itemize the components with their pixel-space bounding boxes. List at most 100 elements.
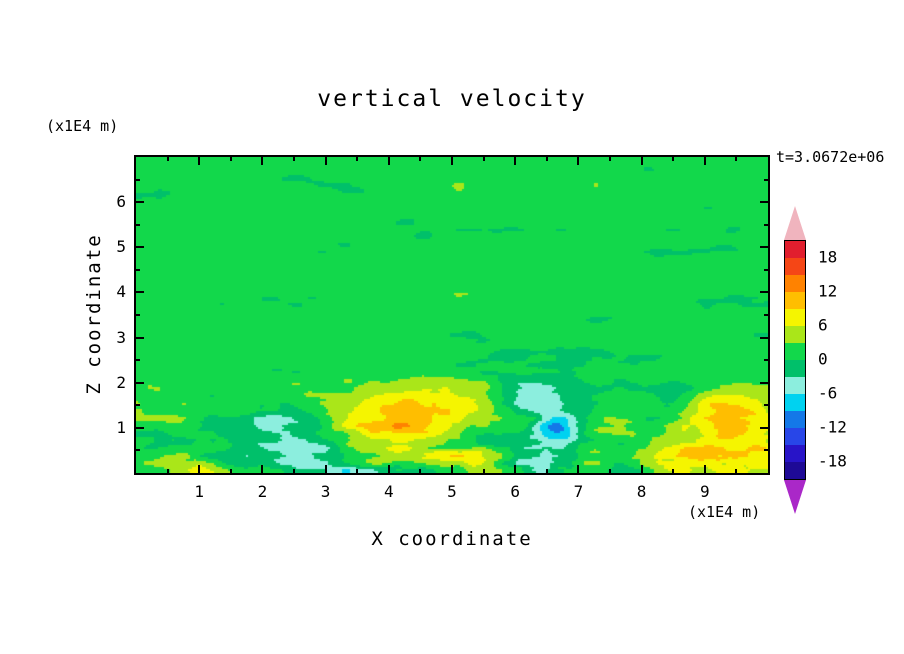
y-axis-tick — [764, 178, 768, 181]
y-tick-label: 2 — [116, 372, 126, 392]
x-axis-tick — [419, 469, 422, 473]
contour-field-canvas — [136, 157, 768, 473]
x-axis-tick — [451, 465, 453, 473]
y-axis-tick — [136, 449, 140, 452]
y-tick-label: 1 — [116, 417, 126, 437]
x-axis-tick — [198, 465, 201, 473]
x-axis-tick — [356, 469, 359, 473]
x-axis-tick — [545, 157, 548, 161]
plot-title: vertical velocity — [317, 86, 587, 112]
x-axis-tick — [514, 157, 517, 165]
colorbar-segment — [785, 326, 805, 343]
colorbar-arrow-up-icon — [784, 206, 806, 240]
x-axis-tick — [166, 469, 169, 473]
colorbar-segment — [785, 377, 805, 394]
x-axis-tick — [324, 465, 327, 473]
colorbar-arrow-down-icon — [784, 480, 806, 514]
colorbar-segment — [785, 292, 805, 309]
y-axis-tick — [764, 314, 768, 316]
x-axis-tick — [261, 465, 264, 473]
x-tick-label: 3 — [320, 482, 331, 501]
y-axis-tick — [764, 359, 768, 362]
y-axis-tick — [136, 314, 140, 316]
time-label: t=3.0672e+06 — [776, 148, 885, 166]
x-axis-tick — [577, 465, 580, 473]
y-axis-tick — [760, 291, 768, 294]
x-axis-tick — [324, 157, 327, 165]
y-axis-tick — [764, 404, 768, 407]
y-axis-tick — [760, 246, 768, 249]
y-axis-tick — [136, 268, 140, 271]
x-axis-tick — [672, 469, 675, 473]
x-tick-label: 5 — [447, 482, 457, 501]
y-axis-tick — [760, 336, 768, 339]
x-tick-label: 2 — [257, 482, 268, 501]
colorbar-segments — [784, 240, 806, 480]
x-axis-tick — [198, 157, 201, 165]
x-axis-tick — [261, 157, 264, 165]
y-tick-label: 3 — [116, 327, 126, 347]
colorbar-segment — [785, 394, 805, 411]
x-axis-tick — [640, 157, 643, 165]
y-axis-tick — [764, 449, 768, 452]
y-axis-tick — [760, 426, 768, 429]
x-axis-tick — [293, 469, 295, 473]
colorbar-segment — [785, 343, 805, 360]
x-axis-tick — [387, 465, 390, 473]
colorbar-tick-label: 12 — [818, 281, 838, 301]
x-axis-tick — [577, 157, 580, 165]
colorbar-tick-label: 6 — [818, 315, 828, 335]
x-axis-tick — [545, 469, 548, 473]
colorbar-segment — [785, 241, 805, 258]
y-axis-tick — [136, 336, 144, 339]
x-axis-tick — [482, 469, 485, 473]
y-axis-tick — [136, 223, 140, 226]
x-axis-tick — [703, 157, 706, 165]
x-axis-label: X coordinate — [371, 528, 533, 550]
x-tick-label: 8 — [636, 482, 647, 501]
colorbar-segment — [785, 462, 805, 479]
y-axis-label: Z coordinate — [83, 233, 105, 395]
x-tick-label: 9 — [699, 482, 710, 501]
y-axis-tick — [764, 268, 768, 271]
colorbar-segment — [785, 445, 805, 462]
x-axis-tick — [672, 157, 675, 161]
colorbar-tick-label: -18 — [818, 451, 847, 471]
y-tick-label: 5 — [116, 237, 126, 257]
x-axis-tick — [419, 157, 422, 161]
x-axis-tick — [229, 469, 232, 473]
x-tick-label: 4 — [383, 482, 394, 501]
x-axis-tick — [482, 157, 485, 161]
colorbar: 18 12 6 0 -6 -12 -18 — [784, 206, 847, 514]
colorbar-tick-label: 0 — [818, 349, 828, 369]
x-axis-tick — [387, 157, 390, 165]
x-axis-tick — [229, 157, 232, 161]
x-axis-tick — [451, 157, 453, 165]
colorbar-tick-label: -12 — [818, 417, 847, 437]
y-axis-tick — [760, 381, 768, 384]
colorbar-segment — [785, 428, 805, 445]
y-tick-label: 4 — [116, 282, 126, 302]
colorbar-segment — [785, 258, 805, 275]
x-axis-tick — [735, 469, 738, 473]
y-axis-tick — [760, 201, 768, 204]
x-axis-tick — [514, 465, 517, 473]
y-axis-tick — [136, 246, 144, 249]
x-axis-tick — [356, 157, 359, 161]
x-axis-tick — [293, 157, 295, 161]
x-axis-tick — [703, 465, 706, 473]
x-axis-unit-label: (x1E4 m) — [688, 503, 761, 521]
colorbar-tick-label: 18 — [818, 247, 838, 267]
x-axis-tick — [166, 157, 169, 161]
y-axis-unit-label: (x1E4 m) — [46, 117, 119, 135]
x-tick-label: 6 — [510, 482, 520, 501]
x-tick-label: 1 — [194, 482, 204, 501]
x-axis-tick — [735, 157, 738, 161]
y-axis-tick — [136, 404, 140, 407]
colorbar-segment — [785, 309, 805, 326]
y-axis-tick — [136, 381, 144, 384]
y-axis-tick — [136, 201, 144, 204]
colorbar-segment — [785, 275, 805, 292]
y-axis-tick — [764, 223, 768, 226]
colorbar-segment — [785, 360, 805, 377]
